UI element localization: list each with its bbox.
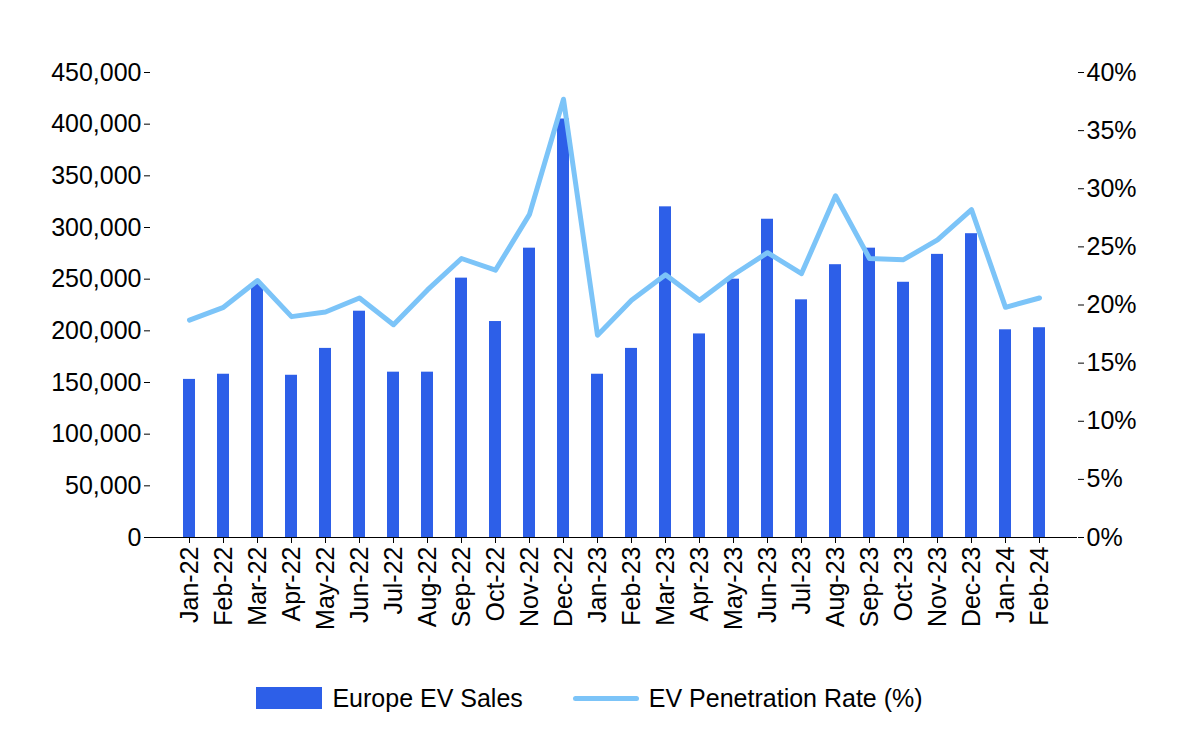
svg-text:Feb-24: Feb-24 xyxy=(1025,546,1053,625)
svg-text:Sep-22: Sep-22 xyxy=(447,547,475,628)
svg-text:Feb-23: Feb-23 xyxy=(617,547,645,626)
svg-text:Dec-22: Dec-22 xyxy=(549,547,577,628)
svg-text:Aug-23: Aug-23 xyxy=(821,547,849,628)
svg-text:250,000: 250,000 xyxy=(51,264,141,292)
svg-text:150,000: 150,000 xyxy=(51,368,141,396)
svg-text:5%: 5% xyxy=(1087,464,1123,492)
svg-text:Mar-22: Mar-22 xyxy=(243,547,271,626)
svg-text:Jan-22: Jan-22 xyxy=(175,547,203,623)
svg-text:15%: 15% xyxy=(1087,348,1137,376)
svg-text:25%: 25% xyxy=(1087,232,1137,260)
svg-text:100,000: 100,000 xyxy=(51,419,141,447)
svg-text:30%: 30% xyxy=(1087,174,1137,202)
svg-text:0%: 0% xyxy=(1087,523,1123,551)
svg-text:Jan-24: Jan-24 xyxy=(991,546,1019,623)
svg-text:Feb-22: Feb-22 xyxy=(209,547,237,626)
svg-text:50,000: 50,000 xyxy=(65,471,141,499)
svg-text:450,000: 450,000 xyxy=(51,58,141,86)
svg-text:400,000: 400,000 xyxy=(51,109,141,137)
svg-text:200,000: 200,000 xyxy=(51,316,141,344)
svg-text:300,000: 300,000 xyxy=(51,213,141,241)
svg-text:20%: 20% xyxy=(1087,290,1137,318)
svg-text:35%: 35% xyxy=(1087,116,1137,144)
svg-text:Oct-22: Oct-22 xyxy=(481,547,509,622)
svg-text:10%: 10% xyxy=(1087,406,1137,434)
svg-text:May-22: May-22 xyxy=(311,547,339,630)
svg-text:Oct-23: Oct-23 xyxy=(889,547,917,622)
svg-text:May-23: May-23 xyxy=(719,547,747,630)
svg-text:350,000: 350,000 xyxy=(51,161,141,189)
svg-text:Jul-23: Jul-23 xyxy=(787,547,815,615)
svg-text:Apr-23: Apr-23 xyxy=(685,547,713,622)
svg-text:Apr-22: Apr-22 xyxy=(277,547,305,622)
svg-text:Aug-22: Aug-22 xyxy=(413,547,441,628)
svg-text:Nov-22: Nov-22 xyxy=(515,547,543,628)
svg-text:40%: 40% xyxy=(1087,58,1137,86)
svg-text:Jun-22: Jun-22 xyxy=(345,547,373,623)
svg-text:0: 0 xyxy=(128,523,142,551)
svg-text:Jan-23: Jan-23 xyxy=(583,547,611,623)
svg-text:Jul-22: Jul-22 xyxy=(379,547,407,615)
svg-text:Dec-23: Dec-23 xyxy=(957,547,985,628)
svg-text:Mar-23: Mar-23 xyxy=(651,547,679,626)
svg-text:Nov-23: Nov-23 xyxy=(923,547,951,628)
html-text:Europe EV Sales: Europe EV Sales xyxy=(332,683,523,712)
svg-text:Jun-23: Jun-23 xyxy=(753,547,781,623)
svg-text:Sep-23: Sep-23 xyxy=(855,547,883,628)
html-text:EV Penetration Rate (%): EV Penetration Rate (%) xyxy=(648,683,923,712)
